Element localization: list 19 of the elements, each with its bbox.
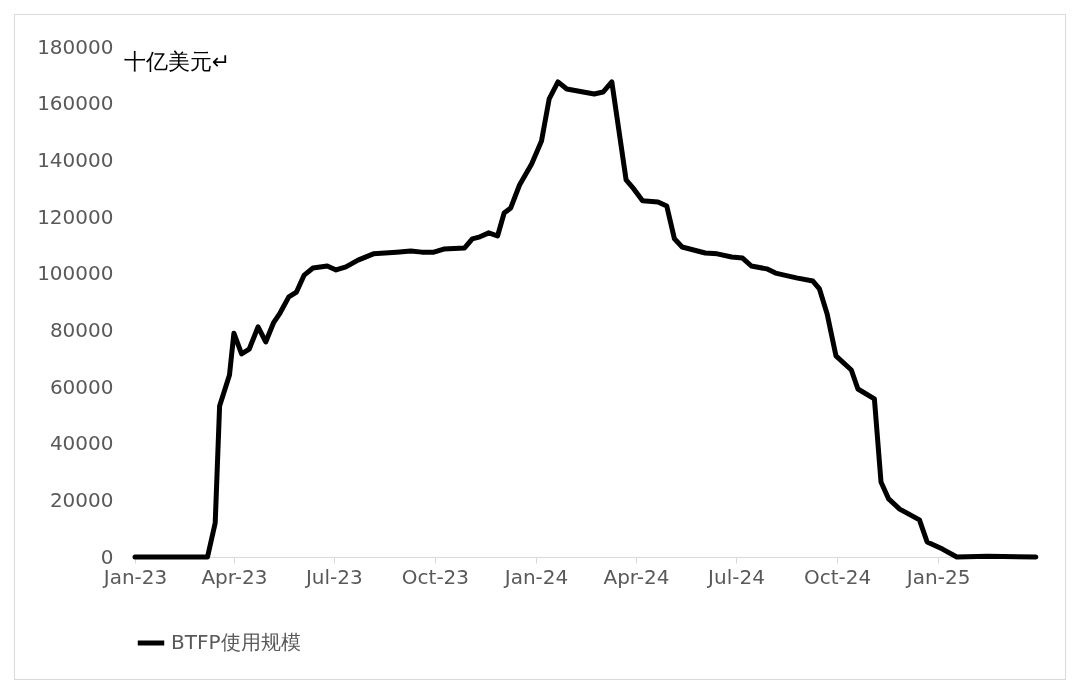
x-tick-label: Oct-24 xyxy=(803,564,872,589)
y-tick-label: 120000 xyxy=(37,204,114,229)
y-tick-label: 100000 xyxy=(37,261,114,286)
x-tick-label: Jul-23 xyxy=(303,564,363,589)
y-tick-label: 80000 xyxy=(49,317,114,342)
y-tick-label: 60000 xyxy=(49,374,114,399)
y-tick-label: 40000 xyxy=(49,431,114,456)
y-tick-label: 140000 xyxy=(37,147,114,172)
x-tick-label: Apr-23 xyxy=(201,564,268,589)
x-tick-label: Jul-24 xyxy=(706,564,765,589)
x-tick-label: Jan-24 xyxy=(502,564,569,589)
y-tick-label: 20000 xyxy=(49,487,114,512)
x-tick-label: Oct-23 xyxy=(401,564,470,589)
x-tick-label: Jan-25 xyxy=(904,564,971,589)
y-tick-label: 180000 xyxy=(37,34,114,59)
y-axis-title: 十亿美元↵ xyxy=(123,48,230,74)
y-tick-label: 160000 xyxy=(37,91,114,116)
legend-label: BTFP使用规模 xyxy=(171,630,301,654)
x-tick-label: Apr-24 xyxy=(603,564,670,589)
